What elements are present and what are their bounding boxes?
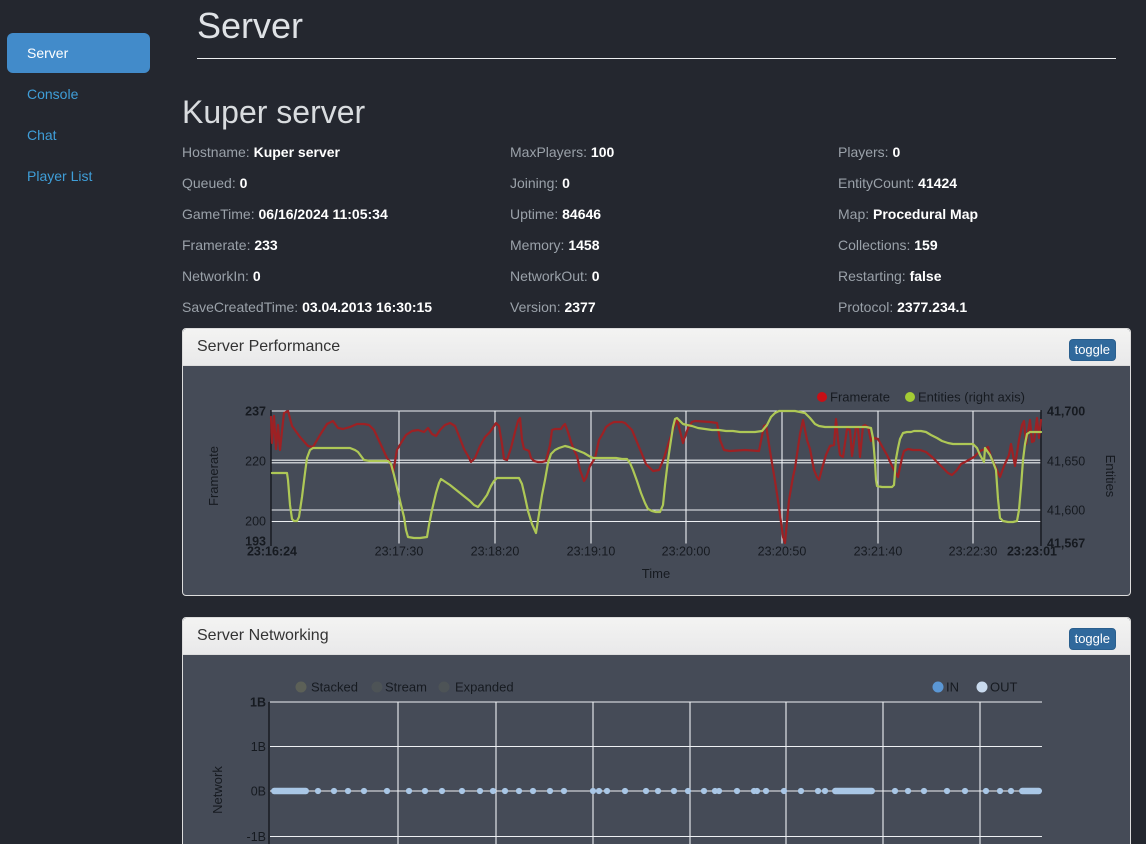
svg-text:Stacked: Stacked xyxy=(311,680,358,695)
svg-text:41,600: 41,600 xyxy=(1047,504,1085,518)
svg-text:41,567: 41,567 xyxy=(1047,537,1085,551)
svg-text:-1B: -1B xyxy=(247,830,266,844)
svg-text:Stream: Stream xyxy=(385,680,427,695)
svg-text:23:18:20: 23:18:20 xyxy=(471,545,520,559)
svg-text:1B: 1B xyxy=(251,740,266,754)
svg-text:OUT: OUT xyxy=(990,680,1018,695)
svg-text:IN: IN xyxy=(946,680,959,695)
svg-text:Framerate: Framerate xyxy=(206,446,221,506)
svg-text:Network: Network xyxy=(210,766,225,814)
svg-text:193: 193 xyxy=(245,535,266,549)
svg-text:Entities (right axis): Entities (right axis) xyxy=(918,390,1025,405)
svg-text:41,650: 41,650 xyxy=(1047,455,1085,469)
svg-text:1B: 1B xyxy=(250,696,266,710)
svg-text:200: 200 xyxy=(245,515,266,529)
svg-text:23:17:30: 23:17:30 xyxy=(375,545,424,559)
svg-text:23:19:10: 23:19:10 xyxy=(567,545,616,559)
svg-text:Framerate: Framerate xyxy=(830,390,890,405)
svg-text:23:16:24: 23:16:24 xyxy=(247,545,297,559)
svg-text:23:22:30: 23:22:30 xyxy=(949,545,998,559)
svg-text:23:23:01: 23:23:01 xyxy=(1007,545,1057,559)
svg-text:Expanded: Expanded xyxy=(455,680,514,695)
svg-text:23:20:50: 23:20:50 xyxy=(758,545,807,559)
svg-text:23:20:00: 23:20:00 xyxy=(662,545,711,559)
svg-text:220: 220 xyxy=(245,455,266,469)
svg-text:Entities: Entities xyxy=(1103,455,1118,498)
svg-text:Time: Time xyxy=(642,566,670,581)
svg-text:41,700: 41,700 xyxy=(1047,405,1085,419)
svg-text:23:21:40: 23:21:40 xyxy=(854,545,903,559)
svg-text:0B: 0B xyxy=(251,785,266,799)
svg-text:237: 237 xyxy=(245,405,266,419)
